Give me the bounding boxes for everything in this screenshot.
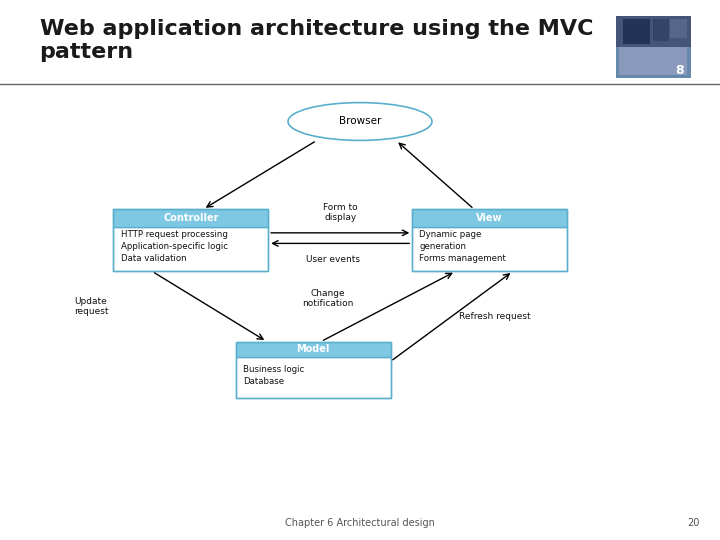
Text: HTTP request processing
Application-specific logic
Data validation: HTTP request processing Application-spec… <box>121 231 228 263</box>
Bar <box>236 342 391 399</box>
Text: Chapter 6 Architectural design: Chapter 6 Architectural design <box>285 518 435 528</box>
Text: Controller: Controller <box>163 213 219 223</box>
Text: Update
request: Update request <box>73 297 108 316</box>
Bar <box>236 342 391 357</box>
Text: Change
notification: Change notification <box>302 289 354 308</box>
Text: User events: User events <box>306 255 360 264</box>
Bar <box>236 357 391 399</box>
Bar <box>412 209 567 227</box>
Text: 8: 8 <box>675 64 684 77</box>
Text: Model: Model <box>297 345 330 354</box>
Ellipse shape <box>288 103 432 140</box>
Bar <box>623 19 649 44</box>
Text: Form to
display: Form to display <box>323 202 358 222</box>
Bar <box>114 227 269 271</box>
Bar <box>412 227 567 271</box>
Bar <box>670 19 687 38</box>
Bar <box>114 209 269 271</box>
Bar <box>412 209 567 271</box>
Text: Browser: Browser <box>339 117 381 126</box>
Bar <box>654 19 668 41</box>
Text: Refresh request: Refresh request <box>459 312 531 321</box>
Text: Dynamic page
generation
Forms management: Dynamic page generation Forms management <box>419 231 506 263</box>
Bar <box>616 16 691 47</box>
Bar <box>619 47 688 75</box>
Text: Web application architecture using the MVC
pattern: Web application architecture using the M… <box>40 19 593 62</box>
Bar <box>114 209 269 227</box>
Text: View: View <box>477 213 503 223</box>
Text: 20: 20 <box>688 518 700 528</box>
Text: Business logic
Database: Business logic Database <box>243 366 305 386</box>
